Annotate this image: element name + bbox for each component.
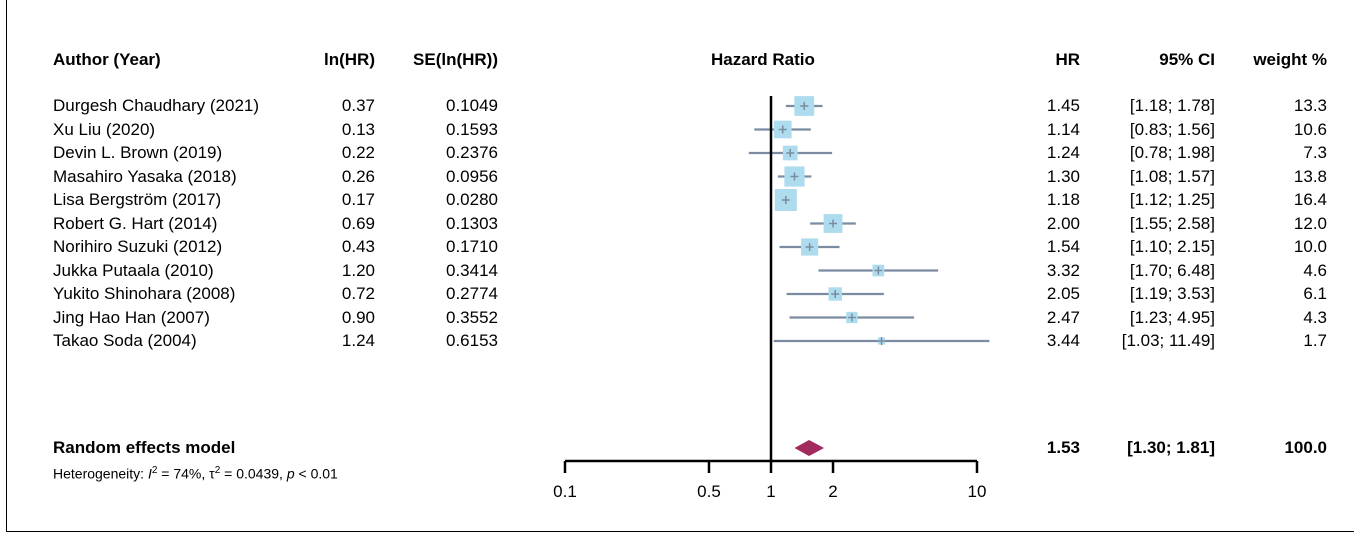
study-se: 0.1049 [446, 96, 498, 115]
figure-frame [6, 0, 1354, 532]
study-ci: [0.78; 1.98] [1129, 143, 1215, 162]
study-author: Xu Liu (2020) [53, 119, 156, 139]
study-author: Masahiro Yasaka (2018) [53, 166, 237, 186]
pooled-weight: 100.0 [1284, 438, 1327, 457]
study-lnhr: 1.24 [341, 331, 375, 350]
x-tick-label: 0.1 [553, 482, 577, 501]
study-lnhr: 0.26 [341, 166, 375, 186]
study-se: 0.0280 [446, 190, 498, 209]
header-se: SE(ln(HR)) [413, 50, 498, 69]
header-weight: weight % [1253, 50, 1327, 69]
study-hr: 1.45 [1046, 96, 1080, 115]
study-weight: 16.4 [1293, 190, 1327, 209]
study-lnhr: 0.72 [341, 284, 375, 303]
study-author: Durgesh Chaudhary (2021) [53, 96, 260, 115]
study-hr: 3.32 [1046, 260, 1080, 280]
study-author: Robert G. Hart (2014) [53, 213, 218, 233]
study-lnhr: 0.22 [341, 143, 375, 162]
study-weight: 13.8 [1293, 166, 1327, 186]
study-ci: [1.08; 1.57] [1129, 166, 1215, 186]
study-se: 0.1710 [446, 237, 498, 256]
study-se: 0.0956 [446, 166, 498, 186]
study-hr: 2.00 [1046, 213, 1080, 233]
study-lnhr: 0.37 [341, 96, 375, 115]
study-lnhr: 0.13 [341, 119, 375, 139]
study-hr: 1.14 [1046, 119, 1080, 139]
study-weight: 13.3 [1293, 96, 1327, 115]
study-ci: [1.10; 2.15] [1129, 237, 1215, 256]
study-hr: 3.44 [1046, 331, 1080, 350]
study-ci: [1.19; 3.53] [1129, 284, 1215, 303]
study-ci: [1.55; 2.58] [1129, 213, 1215, 233]
study-hr: 2.47 [1046, 307, 1080, 327]
study-hr: 2.05 [1046, 284, 1080, 303]
pooled-diamond [794, 440, 825, 456]
header-ci: 95% CI [1159, 50, 1215, 69]
x-tick-label: 2 [828, 482, 837, 501]
study-author: Devin L. Brown (2019) [53, 143, 223, 162]
study-weight: 4.3 [1303, 307, 1327, 327]
study-author: Lisa Bergström (2017) [53, 190, 222, 209]
study-lnhr: 0.90 [341, 307, 375, 327]
study-weight: 12.0 [1293, 213, 1327, 233]
study-ci: [1.18; 1.78] [1129, 96, 1215, 115]
study-se: 0.3552 [446, 307, 498, 327]
study-se: 0.2376 [446, 143, 498, 162]
study-se: 0.3414 [446, 260, 498, 280]
study-ci: [1.03; 11.49] [1121, 331, 1215, 350]
study-author: Yukito Shinohara (2008) [53, 284, 236, 303]
study-weight: 4.6 [1303, 260, 1327, 280]
study-author: Takao Soda (2004) [53, 331, 197, 350]
study-author: Jukka Putaala (2010) [53, 260, 214, 280]
study-weight: 6.1 [1303, 284, 1327, 303]
study-se: 0.6153 [446, 331, 498, 350]
study-se: 0.1303 [446, 213, 498, 233]
study-lnhr: 0.17 [341, 190, 375, 209]
study-weight: 7.3 [1303, 143, 1327, 162]
study-lnhr: 0.69 [341, 213, 375, 233]
study-se: 0.1593 [446, 119, 498, 139]
study-lnhr: 1.20 [341, 260, 375, 280]
study-ci: [1.12; 1.25] [1129, 190, 1215, 209]
heterogeneity-text: Heterogeneity: I2 = 74%, τ2 = 0.0439, p … [53, 465, 338, 482]
study-author: Jing Hao Han (2007) [53, 307, 210, 327]
study-lnhr: 0.43 [341, 237, 375, 256]
header-plot-title: Hazard Ratio [711, 50, 815, 69]
x-tick-label: 1 [766, 482, 775, 501]
study-hr: 1.18 [1046, 190, 1080, 209]
study-ci: [1.70; 6.48] [1129, 260, 1215, 280]
x-tick-label: 0.5 [697, 482, 721, 501]
study-hr: 1.54 [1046, 237, 1080, 256]
pooled-label: Random effects model [53, 438, 236, 457]
study-weight: 1.7 [1303, 331, 1327, 350]
x-tick-label: 10 [968, 482, 987, 501]
header-hr: HR [1055, 50, 1080, 69]
study-se: 0.2774 [446, 284, 498, 303]
header-lnhr: ln(HR) [324, 50, 375, 69]
study-author: Norihiro Suzuki (2012) [53, 237, 223, 256]
study-ci: [0.83; 1.56] [1129, 119, 1215, 139]
study-hr: 1.24 [1046, 143, 1080, 162]
study-ci: [1.23; 4.95] [1129, 307, 1215, 327]
header-author: Author (Year) [53, 50, 161, 69]
study-hr: 1.30 [1046, 166, 1080, 186]
pooled-ci: [1.30; 1.81] [1127, 438, 1215, 457]
pooled-hr: 1.53 [1046, 438, 1080, 457]
study-weight: 10.6 [1293, 119, 1327, 139]
study-weight: 10.0 [1293, 237, 1327, 256]
